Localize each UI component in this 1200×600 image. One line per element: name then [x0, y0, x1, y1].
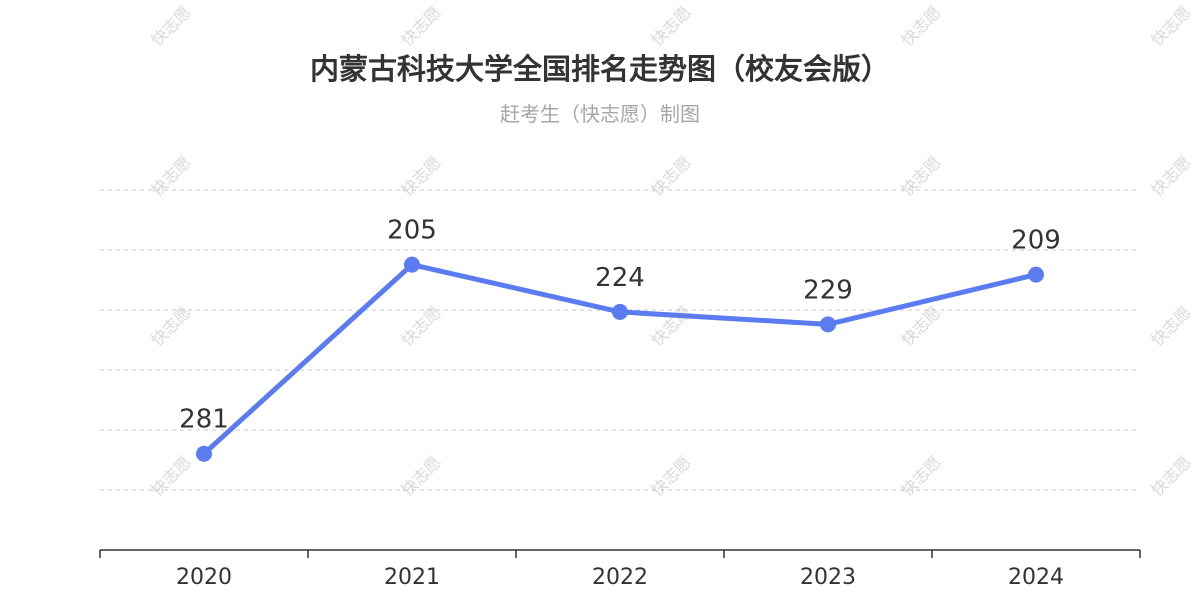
- data-label: 209: [1011, 226, 1061, 256]
- x-tick-label: 2024: [1008, 565, 1064, 590]
- data-label: 224: [595, 263, 645, 293]
- watermark-text: 快志愿: [897, 2, 944, 49]
- x-tick-label: 2020: [176, 565, 232, 590]
- x-tick-label: 2021: [384, 565, 440, 590]
- watermark-text: 快志愿: [897, 302, 944, 349]
- data-point[interactable]: [1028, 266, 1044, 283]
- watermark-text: 快志愿: [397, 152, 444, 199]
- watermark-text: 快志愿: [1147, 452, 1194, 499]
- x-tick-label: 2023: [800, 565, 856, 590]
- data-label: 281: [179, 405, 229, 435]
- watermark-text: 快志愿: [897, 152, 944, 199]
- watermark-text: 快志愿: [147, 302, 194, 349]
- watermark-text: 快志愿: [1147, 152, 1194, 199]
- series-line: [201, 262, 1039, 457]
- watermark-text: 快志愿: [897, 452, 944, 499]
- data-point[interactable]: [196, 445, 212, 462]
- watermark-text: 快志愿: [147, 2, 194, 49]
- data-label: 229: [803, 275, 853, 305]
- data-point[interactable]: [612, 303, 628, 320]
- data-labels: 281 205 224 229 209: [179, 216, 1061, 435]
- watermark-text: 快志愿: [397, 2, 444, 49]
- data-point[interactable]: [404, 256, 420, 273]
- watermark-text: 快志愿: [1147, 2, 1194, 49]
- chart-subtitle: 赶考生（快志愿）制图: [500, 102, 700, 126]
- watermark-text: 快志愿: [397, 452, 444, 499]
- watermark-text: 快志愿: [647, 2, 694, 49]
- data-label: 205: [387, 216, 437, 246]
- watermark-text: 快志愿: [147, 152, 194, 199]
- data-point[interactable]: [820, 316, 836, 333]
- watermark-text: 快志愿: [647, 452, 694, 499]
- x-tick-label: 2022: [592, 565, 648, 590]
- watermark-text: 快志愿: [147, 452, 194, 499]
- grid-lines: [100, 189, 1140, 491]
- chart-title: 内蒙古科技大学全国排名走势图（校友会版）: [309, 52, 890, 86]
- watermark-text: 快志愿: [647, 152, 694, 199]
- series-rank: [196, 256, 1044, 462]
- x-axis: 2020 2021 2022 2023 2024: [99, 549, 1141, 590]
- watermark-text: 快志愿: [1147, 302, 1194, 349]
